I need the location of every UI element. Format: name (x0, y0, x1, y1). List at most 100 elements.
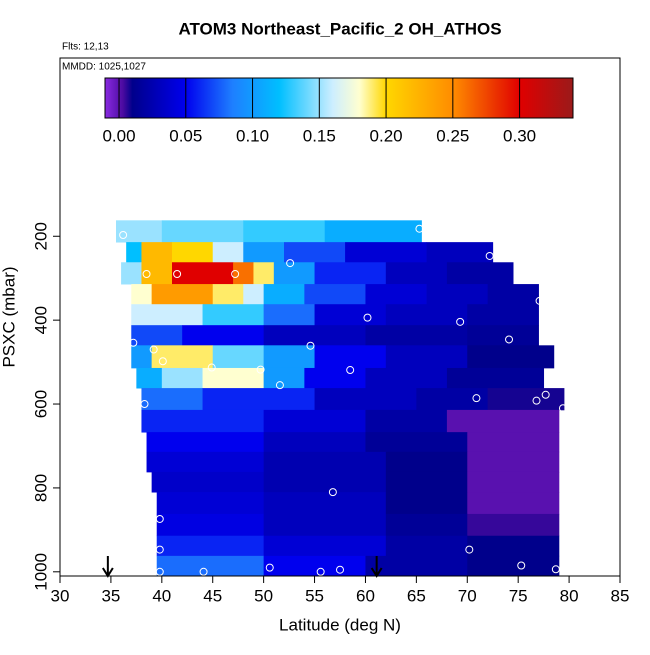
dates-label: MMDD: 1025,1027 (62, 62, 146, 73)
heatmap-cell (151, 284, 214, 305)
x-tick-label: 60 (356, 586, 375, 605)
heatmap-cell (146, 432, 265, 453)
heatmap-cell (253, 262, 275, 285)
heatmap-cell (131, 304, 203, 326)
heatmap-cell (365, 409, 448, 433)
heatmap-cell (385, 471, 468, 493)
colorbar-tick-label: 0.30 (503, 126, 536, 145)
heatmap-cell (385, 513, 468, 537)
heatmap-cell (314, 304, 387, 326)
x-tick-label: 85 (611, 586, 630, 605)
sample-point (336, 565, 344, 574)
heatmap-cell (487, 284, 539, 305)
heatmap-cell (314, 388, 417, 411)
sample-point (485, 251, 494, 260)
heatmap-cell (156, 535, 265, 557)
sample-point (140, 400, 149, 409)
sample-point (363, 313, 372, 322)
heatmap-cell (426, 242, 494, 263)
heatmap-cell (161, 367, 203, 389)
heatmap-cell (273, 262, 315, 285)
heatmap-cell (156, 513, 265, 537)
heatmap-cell (243, 284, 265, 305)
sample-point (149, 345, 158, 354)
heatmap-cell (172, 242, 214, 263)
sample-point (256, 365, 265, 374)
heatmap-cell (263, 325, 366, 346)
heatmap-cell (131, 325, 183, 346)
y-tick-label: 600 (31, 390, 50, 418)
colorbar-tick-label: 0.25 (436, 126, 469, 145)
x-tick-label: 55 (305, 586, 324, 605)
flights-label: Flts: 12,13 (62, 42, 109, 53)
heatmap-cell (365, 555, 468, 577)
y-axis-label: PSXC (mbar) (0, 266, 18, 367)
heatmap-cell (467, 304, 539, 326)
heatmap-cell (365, 284, 427, 305)
colorbar-tick-label: 0.15 (303, 126, 336, 145)
heatmap-cell (182, 325, 265, 346)
heatmap-cell (345, 242, 427, 263)
heatmap-cell (172, 262, 234, 285)
sample-point (558, 404, 567, 413)
heatmap-cell (304, 367, 366, 389)
heatmap-cell (202, 304, 265, 326)
sample-point (316, 567, 325, 576)
x-tick-label: 50 (254, 586, 273, 605)
heatmap-cell (212, 284, 244, 305)
sample-point (415, 224, 424, 233)
sample-point (456, 317, 465, 326)
sample-point (328, 488, 337, 497)
x-tick-label: 40 (152, 586, 171, 605)
sample-point (346, 366, 355, 375)
sample-point (158, 357, 167, 366)
sample-point (465, 545, 474, 554)
heatmap-cell (212, 242, 244, 263)
sample-point (517, 561, 526, 570)
heatmap-cell (156, 492, 265, 515)
heatmap-cell (263, 471, 387, 493)
sample-point (155, 567, 164, 576)
sample-point (275, 381, 284, 390)
heatmap-cell (365, 325, 468, 346)
heatmap-cell (467, 432, 560, 453)
sample-point (535, 296, 544, 305)
sample-point (541, 390, 550, 399)
colorbar-tick-label: 0.05 (169, 126, 202, 145)
heatmap-cell (467, 513, 560, 537)
y-tick-label: 400 (31, 306, 50, 334)
heatmap-cell (416, 388, 489, 411)
sample-point (231, 270, 240, 279)
heatmap-cell (243, 220, 326, 243)
heatmap-cell (385, 345, 468, 369)
heatmap-cell (146, 451, 265, 473)
sample-point (532, 396, 541, 405)
x-tick-label: 70 (458, 586, 477, 605)
heatmap-cell (365, 367, 448, 389)
sample-point (129, 338, 138, 347)
heatmap-cell (202, 388, 315, 411)
sample-point (142, 270, 151, 279)
heatmap-cell (233, 262, 254, 285)
sample-point (265, 563, 274, 572)
heatmap-cell (385, 262, 448, 285)
sample-point (155, 514, 164, 523)
heatmap-cell (136, 367, 163, 389)
y-tick-label: 800 (31, 474, 50, 502)
x-tick-label: 75 (509, 586, 528, 605)
heatmap-cell (446, 262, 514, 285)
heatmap-cell (263, 284, 305, 305)
colorbar (104, 77, 574, 119)
heatmap-cell (243, 242, 285, 263)
colorbar-tick-label: 0.10 (236, 126, 269, 145)
heatmap-cell (385, 535, 468, 557)
heatmap-cell (212, 345, 265, 369)
x-tick-label: 30 (51, 586, 70, 605)
heatmap-cell (263, 535, 387, 557)
y-tick-label: 1000 (31, 553, 50, 591)
heatmap-cell (263, 513, 387, 537)
chart-title: ATOM3 Northeast_Pacific_2 OH_ATHOS (178, 19, 501, 38)
heatmap-cell (141, 388, 203, 411)
heatmap-cell (426, 284, 489, 305)
